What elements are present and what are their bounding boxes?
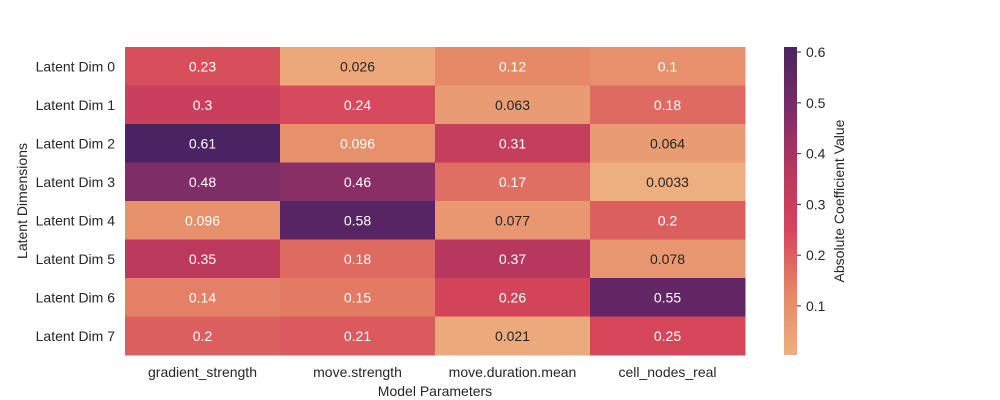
- cell-value-label: 0.23: [189, 58, 216, 74]
- cell-value-label: 0.48: [189, 174, 216, 190]
- cell-value-label: 0.12: [499, 58, 526, 74]
- heatmap-cells: [125, 47, 746, 356]
- colorbar-label: Absolute Coefficient Value: [831, 119, 847, 282]
- cell-value-label: 0.14: [189, 289, 216, 305]
- cell-value-label: 0.2: [193, 328, 213, 344]
- heatmap-cell: [125, 124, 281, 163]
- y-tick-label: Latent Dim 4: [36, 212, 116, 228]
- heatmap-cell: [435, 201, 591, 240]
- y-tick-labels: Latent Dim 0 Latent Dim 1 Latent Dim 2 Late…: [36, 58, 116, 344]
- heatmap-cell: [280, 162, 436, 202]
- cell-value-label: 0.25: [654, 328, 681, 344]
- cell-value-label: 0.31: [499, 135, 526, 151]
- y-tick-label: Latent Dim 3: [36, 174, 116, 190]
- heatmap-cell: [280, 47, 436, 86]
- heatmap-cell: [435, 124, 591, 163]
- cell-value-label: 0.37: [499, 251, 526, 267]
- cell-value-label: 0.18: [344, 251, 371, 267]
- colorbar-ticks: 0.1 0.2 0.3 0.4 0.5 0.6: [797, 44, 826, 314]
- heatmap-cell: [590, 162, 746, 202]
- cell-value-label: 0.096: [340, 135, 375, 151]
- cell-value-label: 0.0033: [646, 174, 689, 190]
- cell-value-label: 0.24: [344, 97, 371, 113]
- heatmap-cell: [590, 239, 746, 279]
- heatmap-cell: [435, 239, 591, 279]
- x-tick-labels: gradient_strength move.strength move.durat…: [148, 364, 717, 380]
- heatmap-cell: [280, 124, 436, 163]
- colorbar-tick-label: 0.5: [806, 95, 826, 111]
- cell-value-label: 0.17: [499, 174, 526, 190]
- cell-value-label: 0.61: [189, 135, 216, 151]
- heatmap-cell-labels: 0.23 0.026 0.12 0.1 0.3 0.24 0.063 0.18 0.61 0.09…: [185, 58, 689, 344]
- y-tick-label: Latent Dim 5: [36, 251, 116, 267]
- heatmap-cell: [590, 47, 746, 86]
- heatmap-cell: [435, 85, 591, 125]
- x-tick-label: gradient_strength: [148, 364, 257, 380]
- heatmap-cell: [590, 85, 746, 125]
- y-tick-label: Latent Dim 1: [36, 97, 116, 113]
- cell-value-label: 0.58: [344, 212, 371, 228]
- heatmap-cell: [125, 201, 281, 240]
- cell-value-label: 0.063: [495, 97, 530, 113]
- x-axis-label: Model Parameters: [378, 383, 492, 399]
- heatmap-cell: [280, 201, 436, 240]
- cell-value-label: 0.077: [495, 212, 530, 228]
- cell-value-label: 0.46: [344, 174, 371, 190]
- colorbar-tick-label: 0.1: [806, 298, 826, 314]
- y-tick-label: Latent Dim 6: [36, 289, 116, 305]
- cell-value-label: 0.021: [495, 328, 530, 344]
- heatmap-cell: [280, 316, 436, 356]
- heatmap-cell: [125, 162, 281, 202]
- colorbar-tick-label: 0.3: [806, 196, 826, 212]
- heatmap-cell: [590, 278, 746, 317]
- heatmap-cell: [435, 316, 591, 356]
- heatmap-cell: [590, 201, 746, 240]
- heatmap-cell: [280, 239, 436, 279]
- cell-value-label: 0.026: [340, 58, 375, 74]
- cell-value-label: 0.21: [344, 328, 371, 344]
- colorbar-tick-label: 0.4: [806, 146, 826, 162]
- cell-value-label: 0.3: [193, 97, 213, 113]
- y-tick-label: Latent Dim 2: [36, 135, 116, 151]
- x-tick-label: move.strength: [313, 364, 402, 380]
- heatmap-cell: [590, 316, 746, 356]
- heatmap-cell: [280, 85, 436, 125]
- y-tick-label: Latent Dim 0: [36, 58, 116, 74]
- y-axis-label: Latent Dimensions: [14, 143, 30, 259]
- cell-value-label: 0.55: [654, 289, 681, 305]
- cell-value-label: 0.35: [189, 251, 216, 267]
- heatmap-cell: [590, 124, 746, 163]
- cell-value-label: 0.2: [658, 212, 678, 228]
- cell-value-label: 0.064: [650, 135, 685, 151]
- colorbar: [784, 47, 797, 355]
- x-tick-label: cell_nodes_real: [618, 364, 716, 380]
- cell-value-label: 0.18: [654, 97, 681, 113]
- heatmap-cell: [125, 239, 281, 279]
- heatmap-cell: [435, 162, 591, 202]
- cell-value-label: 0.1: [658, 58, 678, 74]
- heatmap-cell: [280, 278, 436, 317]
- cell-value-label: 0.26: [499, 289, 526, 305]
- y-tick-label: Latent Dim 7: [36, 328, 116, 344]
- cell-value-label: 0.15: [344, 289, 371, 305]
- heatmap-cell: [125, 278, 281, 317]
- cell-value-label: 0.078: [650, 251, 685, 267]
- colorbar-tick-label: 0.6: [806, 44, 826, 60]
- heatmap-cell: [125, 47, 281, 86]
- x-tick-label: move.duration.mean: [449, 364, 577, 380]
- heatmap-cell: [435, 47, 591, 86]
- heatmap-cell: [435, 278, 591, 317]
- heatmap-cell: [125, 316, 281, 356]
- cell-value-label: 0.096: [185, 212, 220, 228]
- heatmap-cell: [125, 85, 281, 125]
- colorbar-tick-label: 0.2: [806, 247, 826, 263]
